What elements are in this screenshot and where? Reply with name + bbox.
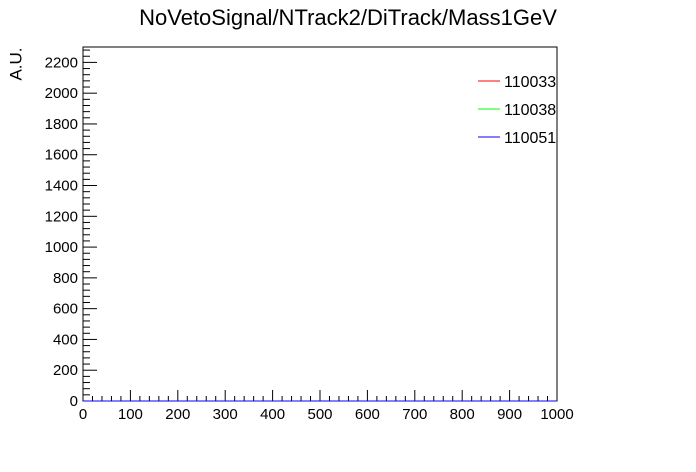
legend-label: 110038 xyxy=(504,102,556,119)
x-tick-label: 400 xyxy=(260,406,285,423)
y-tick-label: 600 xyxy=(53,301,78,318)
x-tick-label: 500 xyxy=(307,406,332,423)
y-tick-label: 800 xyxy=(53,270,78,287)
y-tick-label: 1000 xyxy=(45,239,78,256)
y-tick-label: 1400 xyxy=(45,178,78,195)
y-tick-label: 1600 xyxy=(45,147,78,164)
y-tick-label: 1800 xyxy=(45,116,78,133)
y-tick-label: 0 xyxy=(70,393,78,410)
x-tick-label: 900 xyxy=(497,406,522,423)
plot-frame xyxy=(82,46,558,402)
y-tick-label: 2200 xyxy=(45,54,78,71)
chart-title: NoVetoSignal/NTrack2/DiTrack/Mass1GeV xyxy=(139,5,557,30)
y-tick-label: 400 xyxy=(53,331,78,348)
axes: 0 100 200 300 400 500 600 700 800 900 1000 0 200 400 6… xyxy=(45,46,574,423)
legend-label: 110033 xyxy=(504,74,556,91)
x-tick-label: 800 xyxy=(450,406,475,423)
y-tick-label: 2000 xyxy=(45,85,78,102)
x-tick-label: 100 xyxy=(118,406,143,423)
legend-label: 110051 xyxy=(504,130,556,147)
x-tick-label: 600 xyxy=(355,406,380,423)
legend: 110033 110038 110051 xyxy=(478,74,556,147)
x-tick-label: 1000 xyxy=(540,406,573,423)
x-tick-label: 200 xyxy=(165,406,190,423)
x-tick-label: 0 xyxy=(79,406,87,423)
y-tick-label: 1200 xyxy=(45,208,78,225)
y-tick-label: 200 xyxy=(53,362,78,379)
x-tick-label: 700 xyxy=(402,406,427,423)
x-tick-label: 300 xyxy=(213,406,238,423)
